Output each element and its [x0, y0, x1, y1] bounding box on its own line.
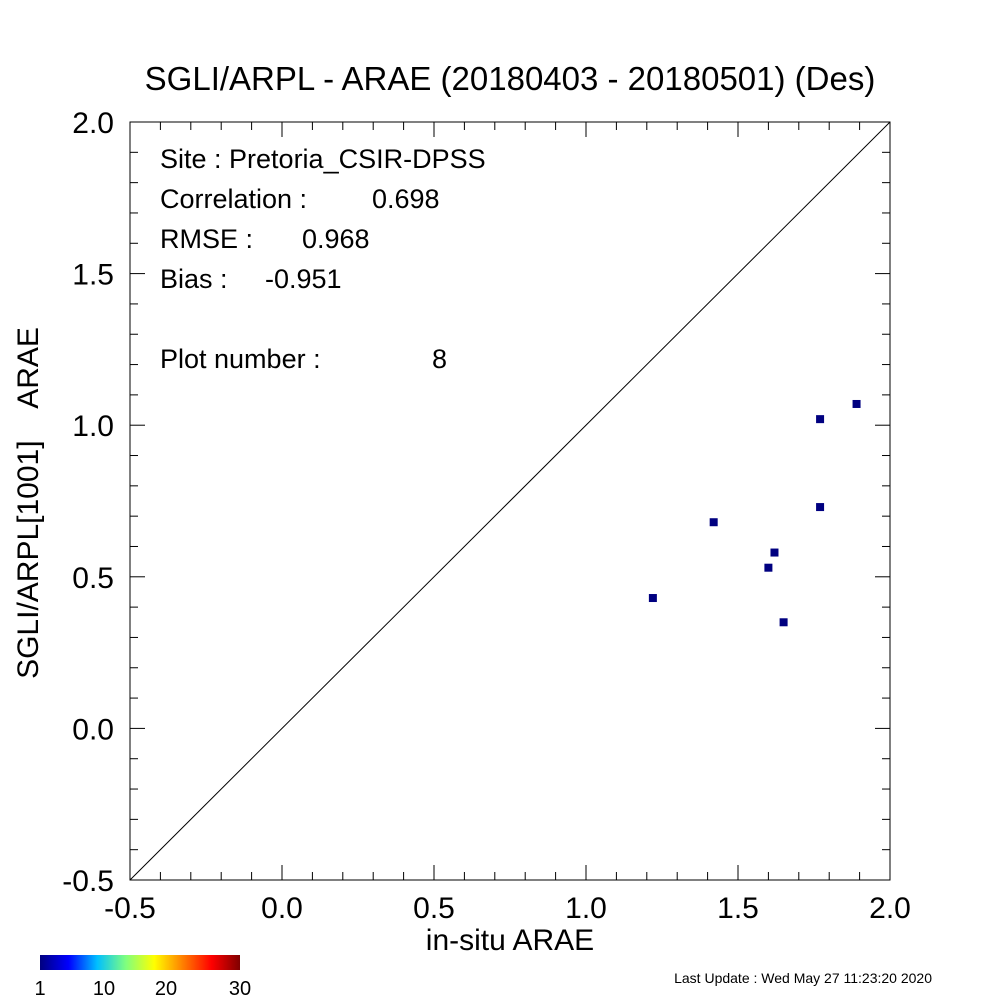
y-axis: -0.5 0.0 0.5 1.0 1.5 2.0: [62, 107, 890, 898]
x-axis: -0.5 0.0 0.5 1.0 1.5 2.0: [104, 122, 911, 925]
x-tick-label: -0.5: [104, 892, 156, 925]
colorbar-label: 30: [229, 978, 251, 1000]
bias-label: Bias :: [160, 264, 228, 294]
colorbar-label: 1: [34, 978, 45, 1000]
data-point: [770, 548, 779, 557]
rmse-label: RMSE :: [160, 224, 253, 254]
colorbar: [40, 955, 240, 970]
bias-value: -0.951: [265, 264, 342, 294]
y-tick-label: -0.5: [62, 865, 114, 898]
stats-box: Site : Pretoria_CSIR-DPSS Correlation : …: [160, 144, 486, 374]
rmse-value: 0.968: [302, 224, 370, 254]
data-point: [816, 415, 825, 424]
one-to-one-line: [129, 121, 891, 881]
correlation-label: Correlation :: [160, 184, 307, 214]
last-update-text: Last Update : Wed May 27 11:23:20 2020: [674, 970, 932, 986]
x-tick-label: 0.0: [261, 892, 303, 925]
data-point: [648, 594, 657, 603]
site-text: Site : Pretoria_CSIR-DPSS: [160, 144, 486, 174]
y-tick-label: 0.0: [72, 713, 114, 746]
y-axis-label: SGLI/ARPL[1001] ARAE: [12, 327, 45, 679]
plot-frame: [129, 121, 891, 881]
x-tick-label: 0.5: [413, 892, 455, 925]
x-tick-label: 2.0: [869, 892, 911, 925]
colorbar-label: 20: [155, 978, 177, 1000]
data-points: [648, 399, 861, 627]
x-tick-label: 1.5: [717, 892, 759, 925]
y-tick-label: 2.0: [72, 107, 114, 140]
y-tick-label: 0.5: [72, 562, 114, 595]
data-point: [709, 518, 718, 527]
plot-number-label: Plot number :: [160, 344, 321, 374]
data-point: [816, 503, 825, 512]
x-axis-label: in-situ ARAE: [426, 924, 594, 957]
colorbar-labels: 1 10 20 30: [34, 978, 251, 1000]
x-tick-label: 1.0: [565, 892, 607, 925]
y-tick-label: 1.0: [72, 410, 114, 443]
plot-number-value: 8: [432, 344, 447, 374]
colorbar-label: 10: [93, 978, 115, 1000]
y-tick-label: 1.5: [72, 259, 114, 292]
data-point: [779, 618, 788, 627]
correlation-value: 0.698: [372, 184, 440, 214]
data-point: [852, 399, 861, 408]
data-point: [764, 563, 773, 572]
chart-title: SGLI/ARPL - ARAE (20180403 - 20180501) (…: [145, 60, 876, 97]
